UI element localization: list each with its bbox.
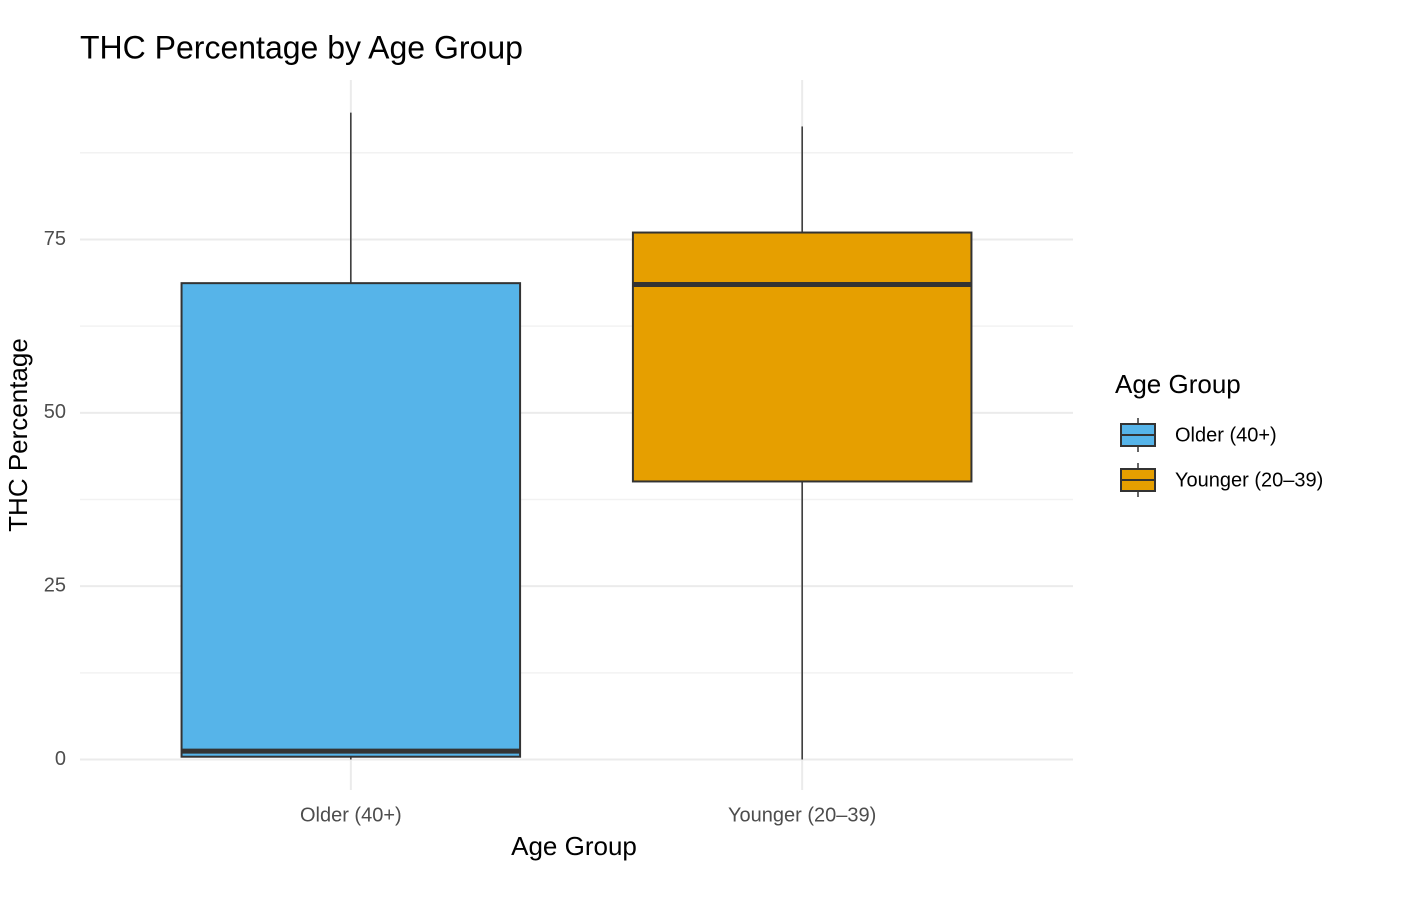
y-tick-label: 25 (44, 574, 66, 596)
legend-title: Age Group (1115, 369, 1241, 399)
y-tick-label: 0 (55, 748, 66, 770)
y-tick-label: 50 (44, 401, 66, 423)
x-tick-label: Younger (20–39) (728, 804, 876, 826)
x-tick-label: Older (40+) (300, 804, 402, 826)
legend-label: Younger (20–39) (1175, 469, 1323, 491)
x-axis-title: Age Group (511, 831, 637, 861)
chart-title: THC Percentage by Age Group (80, 29, 523, 65)
legend-label: Older (40+) (1175, 424, 1277, 446)
y-axis-title: THC Percentage (3, 338, 33, 532)
box (180, 282, 522, 758)
y-tick-label: 75 (44, 228, 66, 250)
box (631, 231, 973, 483)
